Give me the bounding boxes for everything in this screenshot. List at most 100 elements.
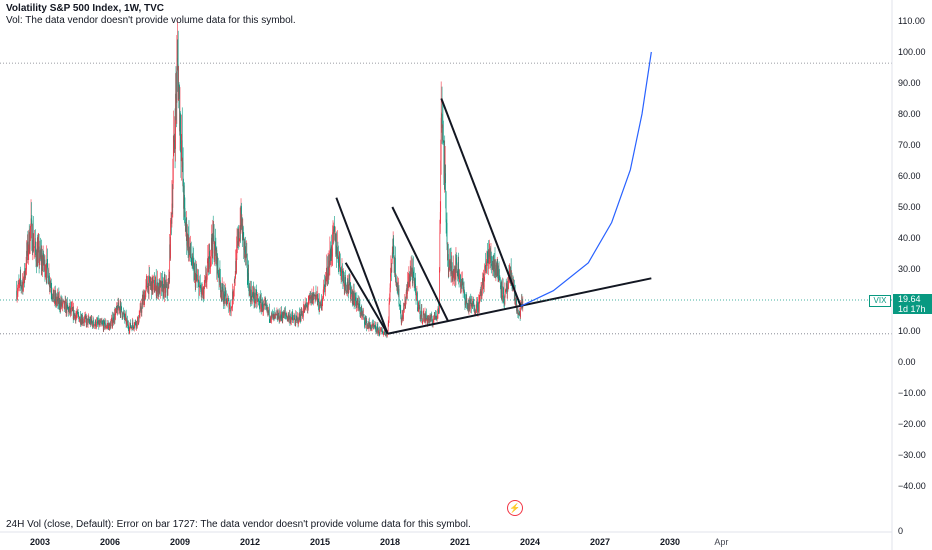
candle-body [259,307,261,309]
candle-body [101,323,103,325]
candle-body [307,304,309,307]
candle-body [343,276,345,280]
candle-body [514,294,516,304]
candle-body [320,304,321,307]
candle-body [460,284,462,286]
candle-body [238,231,240,244]
candle-body [295,316,297,326]
candle-body [277,315,279,319]
candle-body [388,319,390,324]
lightning-icon[interactable]: ⚡ [507,500,523,516]
candle-body [48,275,50,284]
candle-body [339,254,341,261]
drawings[interactable] [335,51,652,335]
candle-body [303,308,305,313]
candle-body [140,306,142,312]
candle-body [237,241,239,243]
candle-body [118,302,119,309]
candle-body [218,275,219,277]
candle-body [113,317,114,323]
candle-body [504,303,505,305]
candle-body [64,302,66,309]
candle-body [247,276,249,280]
candle-body [261,306,263,311]
candle-body [151,281,153,295]
candle-body [135,321,136,326]
candle-body [367,324,369,327]
x-tick-label: 2015 [310,537,330,547]
candle-body [341,268,343,270]
candle-body [425,313,426,322]
candle-body [201,287,203,295]
candle-body [225,292,227,294]
candle-body [258,300,259,301]
candle-body [500,282,501,287]
candle-body [71,308,73,311]
candle-body [254,292,256,303]
candle-body [260,299,262,301]
candle-body [411,267,413,275]
candle-body [197,279,199,281]
candle-body [190,243,192,257]
candle-body [368,323,370,329]
candle-body [163,282,165,297]
candle-body [184,194,185,209]
candle-body [302,316,304,318]
candle-body [396,283,398,287]
candle-body [186,222,188,246]
candle-body [418,305,420,308]
candle-body [371,324,373,329]
candle-body [137,317,139,321]
candle-body [158,287,159,296]
candle-body [497,259,499,278]
candle-body [116,305,118,311]
candle-body [174,140,175,143]
candle-body [208,258,210,273]
candle-body [489,249,490,257]
candle-body [318,309,320,312]
candle-body [137,320,138,327]
candle-body [468,303,469,312]
candle-body [502,286,503,298]
candle-body [75,316,77,317]
candle-body [186,243,188,246]
candle-body [125,316,127,325]
candle-body [79,319,80,322]
candle-body [380,328,381,330]
candle-body [207,261,208,273]
candle-body [469,301,471,310]
candle-body [271,312,273,315]
candle-body [320,300,322,309]
candle-body [426,318,428,319]
candle-body [405,299,407,306]
candle-body [19,280,21,284]
candle-body [185,229,187,232]
candle-body [40,250,41,258]
candle-body [492,266,494,270]
price-axis[interactable]: 110.00 100.00 90.00 80.00 70.00 60.00 50.00 40.… [898,16,926,536]
candle-body [39,250,41,262]
candle-body [504,291,506,293]
candle-body [31,220,33,251]
candle-body [278,312,280,319]
candle-body [352,297,354,303]
candle-body [40,255,42,267]
candle-body [62,301,64,305]
candle-body [366,319,368,329]
candle-body [236,245,238,250]
candle-body [132,325,134,329]
candle-body [58,296,60,306]
candle-body [457,262,459,278]
candle-body [373,324,374,327]
candle-body [399,305,401,310]
candle-body [62,304,63,307]
candle-body [115,309,117,314]
candle-body [142,297,144,305]
candle-body [363,314,364,316]
candle-body [191,264,193,267]
time-axis[interactable]: 2003 2006 2009 2012 2015 2018 2021 2024 2027 2030… [30,537,728,547]
candle-body [447,244,448,261]
candle-body [276,313,278,315]
candle-body [348,279,350,292]
